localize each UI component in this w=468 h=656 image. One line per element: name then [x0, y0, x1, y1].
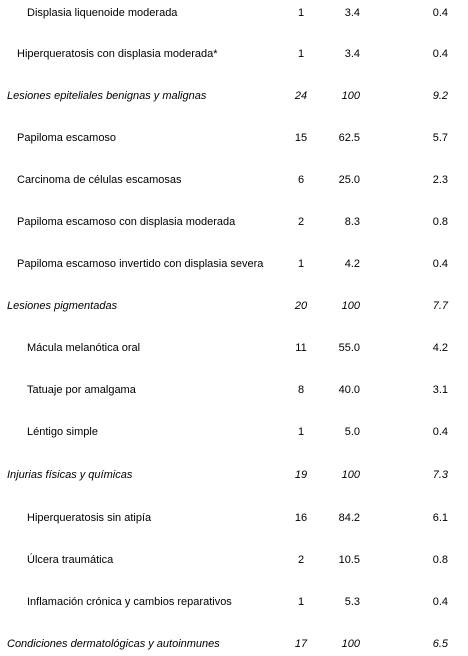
row-total-percent: 2.3	[432, 174, 448, 186]
table-row: Hiperqueratosis con displasia moderada* …	[0, 44, 468, 64]
row-label: Mácula melanótica oral	[27, 342, 141, 354]
row-label: Lesiones pigmentadas	[7, 300, 118, 312]
row-percent: 25.0	[338, 174, 360, 186]
table-row: Displasia liquenoide moderada 1 3.4 0.4	[0, 3, 468, 23]
table-row: Papiloma escamoso con displasia moderada…	[0, 212, 468, 232]
row-label: Inflamación crónica y cambios reparativo…	[27, 596, 232, 608]
row-percent: 55.0	[338, 342, 360, 354]
row-count: 8	[297, 384, 305, 396]
row-total-percent: 3.1	[432, 384, 448, 396]
table-row: Lesiones epiteliales benignas y malignas…	[0, 86, 468, 106]
row-percent: 10.5	[338, 554, 360, 566]
row-count: 24	[294, 90, 308, 102]
row-count: 20	[294, 300, 308, 312]
row-total-percent: 7.7	[432, 300, 448, 312]
row-count: 16	[294, 512, 308, 524]
row-percent: 5.3	[344, 596, 360, 608]
row-percent: 100	[341, 638, 360, 650]
table-row: Condiciones dermatológicas y autoinmunes…	[0, 634, 468, 654]
row-label: Lesiones epiteliales benignas y malignas	[7, 90, 207, 102]
row-label: Tatuaje por amalgama	[27, 384, 136, 396]
row-percent: 100	[341, 469, 360, 481]
row-count: 6	[297, 174, 305, 186]
table-row: Papiloma escamoso 15 62.5 5.7	[0, 128, 468, 148]
row-count: 2	[297, 216, 305, 228]
row-count: 1	[297, 7, 305, 19]
row-total-percent: 6.5	[432, 638, 448, 650]
row-percent: 8.3	[344, 216, 360, 228]
table-row: Tatuaje por amalgama 8 40.0 3.1	[0, 380, 468, 400]
row-total-percent: 6.1	[432, 512, 448, 524]
row-count: 1	[297, 48, 305, 60]
row-label: Condiciones dermatológicas y autoinmunes	[7, 638, 220, 650]
row-count: 2	[297, 554, 305, 566]
row-count: 1	[297, 596, 305, 608]
table-row: Mácula melanótica oral 11 55.0 4.2	[0, 338, 468, 358]
row-total-percent: 0.4	[432, 48, 448, 60]
table-row: Inflamación crónica y cambios reparativo…	[0, 592, 468, 612]
row-total-percent: 0.8	[432, 554, 448, 566]
row-count: 19	[294, 469, 308, 481]
row-count: 15	[294, 132, 308, 144]
row-total-percent: 5.7	[432, 132, 448, 144]
table-row: Lesiones pigmentadas 20 100 7.7	[0, 296, 468, 316]
row-total-percent: 4.2	[432, 342, 448, 354]
row-total-percent: 9.2	[432, 90, 448, 102]
row-percent: 3.4	[344, 48, 360, 60]
row-total-percent: 0.4	[432, 258, 448, 270]
row-percent: 100	[341, 300, 360, 312]
table-row: Léntigo simple 1 5.0 0.4	[0, 422, 468, 442]
row-percent: 3.4	[344, 7, 360, 19]
row-label: Papiloma escamoso con displasia moderada	[17, 216, 236, 228]
row-total-percent: 7.3	[432, 469, 448, 481]
row-count: 1	[297, 426, 305, 438]
table-row: Úlcera traumática 2 10.5 0.8	[0, 550, 468, 570]
row-count: 11	[295, 342, 307, 354]
row-label: Papiloma escamoso invertido con displasi…	[17, 258, 264, 270]
row-percent: 4.2	[344, 258, 360, 270]
row-percent: 100	[341, 90, 360, 102]
table-row: Hiperqueratosis sin atipía 16 84.2 6.1	[0, 508, 468, 528]
row-label: Léntigo simple	[27, 426, 98, 438]
row-label: Displasia liquenoide moderada	[27, 7, 178, 19]
row-label: Injurias físicas y químicas	[7, 469, 133, 481]
table-row: Papiloma escamoso invertido con displasi…	[0, 254, 468, 274]
row-percent: 62.5	[338, 132, 360, 144]
row-label: Hiperqueratosis con displasia moderada*	[17, 48, 218, 60]
row-percent: 40.0	[338, 384, 360, 396]
table-row: Carcinoma de células escamosas 6 25.0 2.…	[0, 170, 468, 190]
row-total-percent: 0.4	[432, 7, 448, 19]
row-label: Papiloma escamoso	[17, 132, 117, 144]
row-total-percent: 0.4	[432, 596, 448, 608]
row-percent: 5.0	[344, 426, 360, 438]
row-count: 17	[294, 638, 308, 650]
row-percent: 84.2	[338, 512, 360, 524]
row-total-percent: 0.8	[432, 216, 448, 228]
row-label: Carcinoma de células escamosas	[17, 174, 182, 186]
row-label: Úlcera traumática	[27, 554, 114, 566]
row-total-percent: 0.4	[432, 426, 448, 438]
table-row: Injurias físicas y químicas 19 100 7.3	[0, 465, 468, 485]
row-label: Hiperqueratosis sin atipía	[27, 512, 152, 524]
row-count: 1	[297, 258, 305, 270]
